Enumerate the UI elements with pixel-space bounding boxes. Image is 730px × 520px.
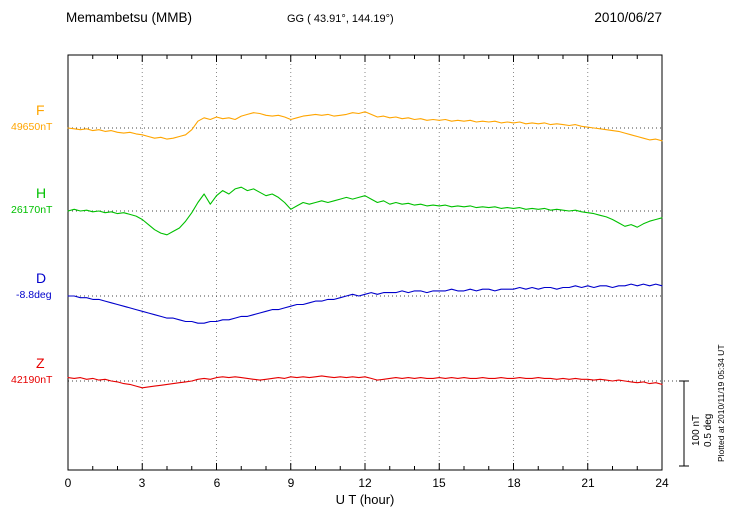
trace-label-D: D: [36, 270, 47, 286]
trace-label-H: H: [36, 185, 47, 201]
x-tick-label: 21: [581, 476, 595, 490]
x-tick-label: 6: [213, 476, 221, 490]
x-tick-label: 9: [287, 476, 295, 490]
observatory-coordinates: GG ( 43.91°, 144.19°): [287, 13, 394, 25]
scalebar-nt-label: 100 nT: [691, 414, 702, 446]
trace-baseline-value-Z: 42190nT: [11, 374, 53, 386]
x-tick-label: 15: [432, 476, 446, 490]
x-tick-label: 12: [358, 476, 372, 490]
trace-baseline-value-D: -8.8deg: [16, 289, 52, 301]
x-tick-label: 0: [64, 476, 72, 490]
scalebar-deg-label: 0.5 deg: [703, 413, 714, 447]
trace-baseline-value-H: 26170nT: [11, 204, 53, 216]
trace-label-F: F: [36, 102, 45, 118]
x-tick-label: 18: [507, 476, 521, 490]
trace-baseline-value-F: 49650nT: [11, 121, 53, 133]
x-tick-label: 24: [655, 476, 669, 490]
trace-label-Z: Z: [36, 355, 45, 371]
x-axis-title: U T (hour): [335, 492, 395, 507]
station-title: Memambetsu (MMB): [66, 10, 193, 25]
x-tick-label: 3: [138, 476, 146, 490]
plotted-at-note: Plotted at 2010/11/19 05:34 UT: [716, 344, 726, 462]
scalebar-labels: 100 nT 0.5 deg: [691, 386, 715, 474]
plot-date: 2010/06/27: [594, 10, 662, 25]
